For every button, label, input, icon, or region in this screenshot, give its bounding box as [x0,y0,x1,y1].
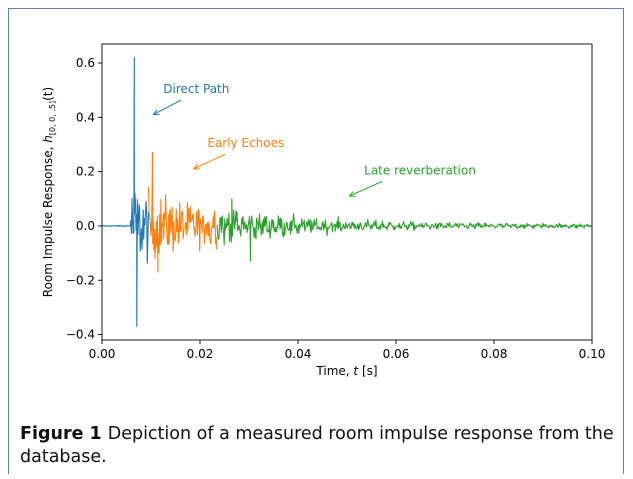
annotation-arrowhead-late-reverberation [348,191,356,197]
figure-label: Figure 1 [20,424,102,444]
annotation-direct-path: Direct Path [163,82,229,96]
x-tick-label: 0.04 [285,347,312,361]
series-line-direct-path [102,57,150,327]
x-axis-label: Time, t [s] [315,364,377,378]
y-axis-label: Room Impulse Response, h[0, 0, .5](t) [41,87,57,297]
impulse-response-chart: 0.00 0.02 0.04 0.06 0.08 0.10 −0.4 −0.2 0.0 0.2 0.… [41,43,606,378]
series-line-early-echoes [147,152,218,273]
y-tick-label: −0.2 [66,273,95,287]
x-tick-label: 0.08 [481,347,508,361]
annotation-arrow-direct-path [153,99,182,116]
annotations: Direct Path Early Echoes Late reverberatio… [152,82,476,197]
x-tick-label: 0.00 [89,347,116,361]
series-line-late-reverberation [216,198,593,262]
annotation-arrow-early-echoes [193,153,226,170]
axes: 0.00 0.02 0.04 0.06 0.08 0.10 −0.4 −0.2 0.0 0.2 0.… [66,43,606,361]
x-tick-label: 0.02 [187,347,214,361]
y-tick-label: 0.4 [76,110,95,124]
series-lines [102,57,593,327]
y-tick-label: −0.4 [66,328,95,342]
annotation-early-echoes: Early Echoes [207,136,284,150]
x-tick-label: 0.10 [579,347,606,361]
y-tick-label: 0.6 [76,56,95,70]
plot-frame [101,43,593,341]
annotation-late-reverberation: Late reverberation [364,163,476,177]
x-tick-label: 0.06 [383,347,410,361]
annotation-arrow-late-reverberation [349,180,383,197]
y-tick-label: 0.0 [76,219,95,233]
figure-frame [8,8,624,474]
figure-caption: Figure 1 Depiction of a measured room imp… [20,423,620,469]
y-tick-label: 0.2 [76,165,95,179]
annotation-arrowhead-direct-path [152,109,160,116]
annotation-arrowhead-early-echoes [192,163,200,170]
figure-caption-text: Depiction of a measured room impulse res… [20,424,614,467]
